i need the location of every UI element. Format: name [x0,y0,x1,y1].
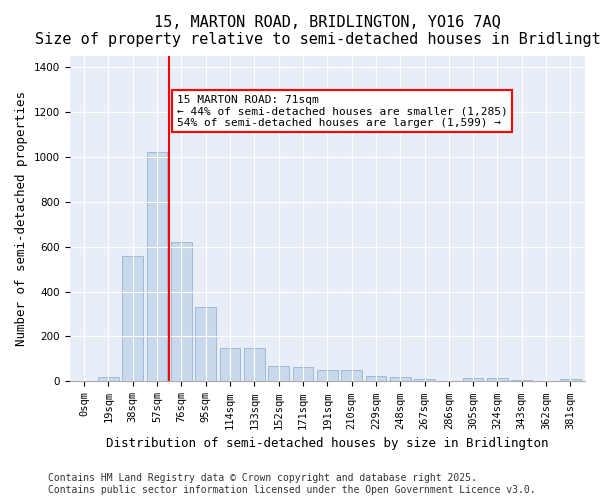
Bar [365,376,386,382]
Text: Contains HM Land Registry data © Crown copyright and database right 2025.
Contai: Contains HM Land Registry data © Crown c… [48,474,536,495]
Bar [317,370,338,382]
Bar [414,379,435,382]
Text: 15 MARTON ROAD: 71sqm
← 44% of semi-detached houses are smaller (1,285)
54% of s: 15 MARTON ROAD: 71sqm ← 44% of semi-deta… [176,94,507,128]
Bar [341,370,362,382]
X-axis label: Distribution of semi-detached houses by size in Bridlington: Distribution of semi-detached houses by … [106,437,548,450]
Bar [122,256,143,382]
Bar [196,308,216,382]
Title: 15, MARTON ROAD, BRIDLINGTON, YO16 7AQ
Size of property relative to semi-detache: 15, MARTON ROAD, BRIDLINGTON, YO16 7AQ S… [35,15,600,48]
Y-axis label: Number of semi-detached properties: Number of semi-detached properties [15,91,28,346]
Bar [293,367,313,382]
Bar [560,379,581,382]
Bar [147,152,167,382]
Bar [244,348,265,382]
Bar [98,377,119,382]
Bar [390,377,410,382]
Bar [268,366,289,382]
Bar [487,378,508,382]
Bar [511,380,532,382]
Bar [463,378,484,382]
Bar [220,348,241,382]
Bar [171,242,192,382]
